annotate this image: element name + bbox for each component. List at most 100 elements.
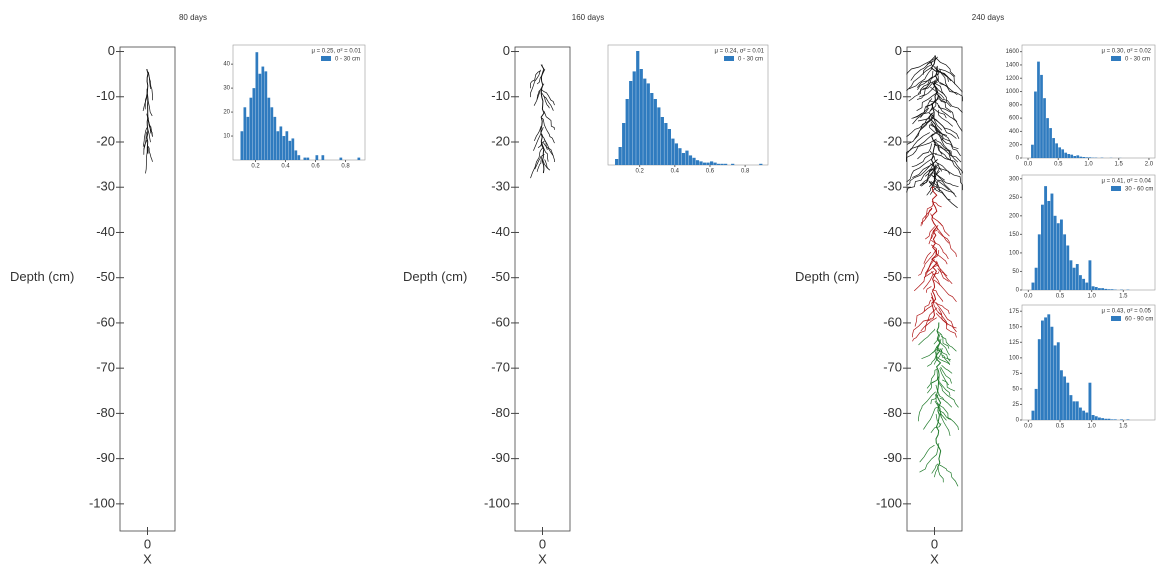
histogram-bar bbox=[306, 157, 310, 160]
histogram-bar bbox=[667, 129, 671, 165]
histogram-bar bbox=[674, 143, 679, 165]
histogram-bar bbox=[1126, 419, 1130, 420]
root-branch bbox=[926, 286, 932, 293]
root-branch bbox=[931, 345, 939, 354]
root-branch bbox=[530, 70, 541, 89]
histogram-bar bbox=[685, 150, 689, 165]
root-branch bbox=[912, 159, 939, 178]
annotation: μ = 0.43, σ² = 0.05 bbox=[1101, 309, 1151, 315]
y-tick-label: 200 bbox=[1009, 213, 1020, 219]
root-branch bbox=[932, 168, 937, 178]
y-tick-label: -80 bbox=[96, 405, 115, 420]
histogram-bar bbox=[681, 153, 686, 165]
x-tick-label: 1.5 bbox=[1115, 162, 1124, 168]
histogram-bar bbox=[1079, 407, 1082, 420]
root-branch bbox=[542, 159, 551, 171]
y-tick-label: -40 bbox=[96, 224, 115, 239]
root-branch bbox=[922, 58, 937, 75]
histogram-bar bbox=[1031, 282, 1035, 290]
root-branch bbox=[916, 92, 938, 112]
histogram-bar bbox=[1031, 144, 1034, 158]
histogram-bar bbox=[1041, 204, 1044, 290]
root-branch bbox=[934, 400, 947, 421]
histogram-bar bbox=[246, 116, 250, 160]
histogram-bar bbox=[1046, 118, 1049, 158]
y-tick-label: -70 bbox=[96, 360, 115, 375]
root-branch bbox=[147, 146, 153, 162]
root-branch bbox=[937, 268, 953, 284]
y-tick-label: 100 bbox=[1009, 355, 1020, 361]
histogram-bar bbox=[1094, 416, 1098, 420]
root-branch bbox=[930, 225, 939, 240]
root-branch bbox=[541, 89, 555, 106]
root-branch bbox=[917, 70, 934, 88]
y-tick-label: 0 bbox=[1016, 156, 1020, 162]
histogram-bar bbox=[643, 78, 647, 165]
histogram-bar bbox=[276, 131, 280, 160]
histogram-bar bbox=[713, 162, 717, 165]
root-branch bbox=[906, 114, 931, 138]
root-branch bbox=[906, 66, 933, 91]
root-branch bbox=[923, 271, 940, 290]
root-branch bbox=[928, 180, 955, 194]
root-branch bbox=[938, 409, 959, 430]
histogram-bar bbox=[1075, 401, 1079, 420]
histogram-bar bbox=[639, 69, 643, 165]
root-branch bbox=[939, 83, 963, 102]
histogram-bar bbox=[264, 71, 268, 160]
histogram-bar bbox=[1098, 288, 1101, 290]
histogram-bar bbox=[255, 52, 259, 160]
root-branch bbox=[934, 80, 945, 95]
y-tick-label: 1400 bbox=[1006, 63, 1020, 69]
histogram-bar bbox=[285, 131, 289, 160]
x-tick-label: 1.5 bbox=[1119, 424, 1128, 430]
histogram-bar bbox=[1040, 74, 1043, 158]
histogram-bar bbox=[1072, 401, 1076, 420]
y-tick-label: -30 bbox=[491, 179, 510, 194]
root-branch bbox=[936, 227, 950, 244]
root-branch bbox=[937, 221, 950, 237]
root-branch bbox=[923, 251, 932, 264]
histogram-bar bbox=[702, 162, 707, 165]
legend-swatch bbox=[1111, 186, 1121, 191]
y-tick-label: 300 bbox=[1009, 176, 1020, 182]
legend-label: 0 - 30 cm bbox=[738, 57, 763, 63]
histogram-bar bbox=[1082, 410, 1086, 420]
histogram-bar bbox=[1104, 288, 1108, 290]
root-branch bbox=[530, 146, 544, 179]
histogram-bar bbox=[273, 116, 277, 160]
histogram-bar bbox=[1066, 382, 1070, 420]
y-tick-label: -40 bbox=[883, 224, 902, 239]
histogram-bar bbox=[1072, 267, 1076, 290]
root-branch bbox=[918, 249, 937, 276]
y-tick-label: -40 bbox=[491, 224, 510, 239]
histogram-bar bbox=[1037, 339, 1041, 420]
root-branch bbox=[927, 338, 942, 367]
histogram-bar bbox=[709, 161, 714, 165]
annotation: μ = 0.24, σ² = 0.01 bbox=[714, 49, 764, 55]
root bbox=[540, 64, 545, 174]
x-tick-label: 0.8 bbox=[741, 169, 750, 175]
histogram-bar bbox=[678, 148, 682, 165]
root-branch bbox=[906, 156, 935, 183]
annotation: μ = 0.30, σ² = 0.02 bbox=[1101, 49, 1151, 55]
histogram-bar bbox=[261, 66, 265, 160]
y-tick-label: -30 bbox=[96, 179, 115, 194]
histogram-bar bbox=[1088, 382, 1092, 420]
annotation: μ = 0.25, σ² = 0.01 bbox=[311, 49, 361, 55]
root-branch bbox=[937, 162, 963, 191]
y-tick-label: -60 bbox=[883, 314, 902, 329]
y-tick-label: -10 bbox=[491, 88, 510, 103]
root-branch bbox=[543, 138, 555, 162]
x-tick-label: 2.0 bbox=[1145, 162, 1154, 168]
root-branch bbox=[917, 143, 932, 160]
histogram-bar bbox=[1070, 154, 1074, 158]
histogram-bar bbox=[1063, 376, 1067, 420]
histogram-bar bbox=[650, 93, 654, 165]
x-tick-label: 0.5 bbox=[1056, 424, 1065, 430]
root-branch bbox=[930, 423, 942, 434]
root-branch bbox=[542, 142, 554, 157]
root-branch bbox=[938, 105, 963, 132]
root-branch bbox=[908, 78, 931, 102]
histogram-bar bbox=[267, 97, 271, 160]
